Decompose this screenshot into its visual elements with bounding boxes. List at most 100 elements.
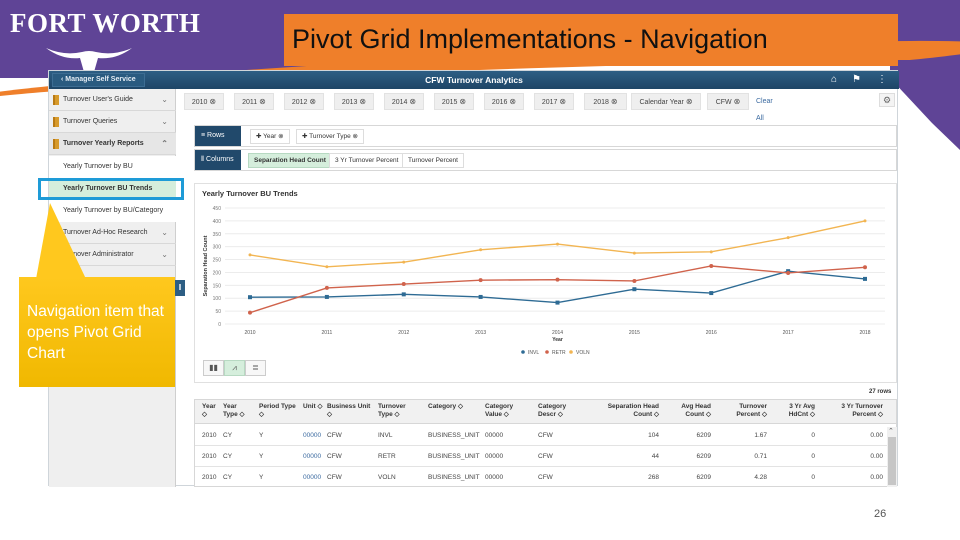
clear-all-link[interactable]: Clear All (756, 98, 773, 122)
data-point[interactable] (324, 285, 329, 290)
table-row[interactable]: 2010 CY Y 00000 CFW INVL BUSINESS_UNIT 00000 CFW… (195, 425, 896, 446)
remove-icon[interactable]: ⊗ (559, 97, 567, 106)
home-icon[interactable]: ⌂ (831, 74, 838, 85)
remove-icon[interactable]: ⊗ (409, 97, 417, 106)
more-icon[interactable]: ⋮ (877, 74, 887, 85)
data-point[interactable] (478, 278, 483, 283)
remove-icon[interactable]: ⊗ (509, 97, 517, 106)
remove-icon[interactable]: ⊗ (685, 97, 693, 106)
remove-icon[interactable]: ⊗ (209, 97, 217, 106)
data-point[interactable] (248, 295, 252, 300)
data-point[interactable] (786, 236, 790, 240)
data-point[interactable] (709, 291, 714, 296)
table-cell: 6209 (696, 453, 711, 460)
settings-gear-icon[interactable]: ⚙ (879, 93, 895, 107)
sidebar-item-users-guide[interactable]: Turnover User's Guide ⌄ (49, 89, 176, 111)
data-point[interactable] (325, 265, 329, 269)
column-header[interactable]: Category Descr ◇ (538, 403, 567, 418)
column-header[interactable]: Separation Head Count ◇ (607, 403, 659, 418)
table-row[interactable]: 2010 CY Y 00000 CFW VOLN BUSINESS_UNIT 00000 CFW… (195, 467, 896, 486)
remove-icon[interactable]: ⊗ (352, 133, 358, 140)
column-header[interactable]: Year ◇ (202, 403, 216, 418)
column-header[interactable]: Category Value ◇ (485, 403, 514, 418)
scroll-up-icon[interactable]: ⌃ (888, 428, 894, 435)
remove-icon[interactable]: ⊗ (309, 97, 317, 106)
data-point[interactable] (709, 250, 713, 254)
column-chip-turnover-percent[interactable]: Turnover Percent (402, 153, 464, 168)
remove-icon[interactable]: ⊗ (278, 133, 284, 140)
unit-link[interactable]: 00000 (303, 432, 322, 439)
filter-chip-2012[interactable]: 2012 ⊗ (284, 93, 324, 110)
data-point[interactable] (863, 265, 867, 270)
grid-header: Year ◇ Year Type ◇ Period Type ◇ Unit ◇ Busi… (195, 400, 896, 424)
data-point[interactable] (632, 251, 636, 255)
data-point[interactable] (555, 300, 560, 305)
data-point[interactable] (863, 276, 867, 281)
filter-chip-calendar-year[interactable]: Calendar Year ⊗ (631, 93, 701, 110)
data-point[interactable] (556, 242, 559, 246)
data-point[interactable] (479, 248, 483, 252)
filter-chip-2014[interactable]: 2014 ⊗ (384, 93, 424, 110)
horizontal-bar-icon[interactable]: ≣ (245, 360, 266, 376)
filter-chip-2018[interactable]: 2018 ⊗ (584, 93, 627, 110)
data-point[interactable] (709, 264, 714, 268)
column-header[interactable]: 3 Yr Turnover Percent ◇ (841, 403, 883, 418)
data-point[interactable] (478, 294, 483, 299)
data-point[interactable] (632, 287, 637, 292)
data-point[interactable] (248, 310, 252, 315)
collapse-sidebar-handle[interactable]: ‖ (175, 280, 185, 296)
remove-icon[interactable]: ⊗ (359, 97, 367, 106)
rows-chip-turnover-type[interactable]: ✚ Turnover Type ⊗ (296, 129, 364, 144)
data-point[interactable] (401, 282, 406, 287)
column-header[interactable]: Avg Head Count ◇ (681, 403, 711, 418)
back-button[interactable]: ‹ Manager Self Service (52, 73, 145, 87)
data-point[interactable] (401, 292, 406, 297)
sidebar-subitem-bu-trends[interactable]: Yearly Turnover BU Trends (49, 178, 176, 200)
filter-chip-cfw[interactable]: CFW ⊗ (707, 93, 749, 110)
sidebar-item-yearly-reports[interactable]: Turnover Yearly Reports ⌃ (49, 133, 176, 155)
sidebar-subitem-turnover-by-bu[interactable]: Yearly Turnover by BU (49, 156, 176, 178)
data-point[interactable] (863, 219, 867, 223)
unit-link[interactable]: 00000 (303, 474, 322, 481)
sidebar-item-label: Turnover Queries (63, 118, 118, 125)
column-header[interactable]: Year Type ◇ (223, 403, 245, 418)
filter-chip-2016[interactable]: 2016 ⊗ (484, 93, 524, 110)
legend-marker (521, 350, 525, 354)
data-point[interactable] (555, 277, 560, 282)
table-row[interactable]: 2010 CY Y 00000 CFW RETR BUSINESS_UNIT 00000 CFW… (195, 446, 896, 467)
data-point[interactable] (632, 278, 637, 283)
column-header[interactable]: Unit ◇ (303, 403, 323, 410)
flag-icon[interactable]: ⚑ (852, 74, 861, 85)
filter-chip-2013[interactable]: 2013 ⊗ (334, 93, 374, 110)
filter-chip-2015[interactable]: 2015 ⊗ (434, 93, 474, 110)
remove-icon[interactable]: ⊗ (259, 97, 266, 106)
data-point[interactable] (324, 294, 329, 299)
data-point[interactable] (402, 260, 406, 264)
rows-chip-year[interactable]: ✚ Year ⊗ (250, 129, 290, 144)
legend-label[interactable]: VOLN (576, 350, 590, 356)
filter-chip-2010[interactable]: 2010 ⊗ (184, 93, 224, 110)
sidebar-item-queries[interactable]: Turnover Queries ⌄ (49, 111, 176, 133)
column-header[interactable]: Turnover Type ◇ (378, 403, 406, 418)
remove-icon[interactable]: ⊗ (610, 97, 618, 106)
filter-chip-2011[interactable]: 2011 ⊗ (234, 93, 274, 110)
data-point[interactable] (786, 270, 791, 275)
scroll-thumb[interactable] (888, 437, 896, 485)
remove-icon[interactable]: ⊗ (733, 97, 741, 106)
data-point[interactable] (248, 253, 252, 257)
bar-chart-icon[interactable]: ▮▮ (203, 360, 224, 376)
column-header[interactable]: Category ◇ (428, 403, 463, 410)
legend-label[interactable]: INVL (528, 350, 539, 356)
column-header[interactable]: Period Type ◇ (259, 403, 296, 418)
remove-icon[interactable]: ⊗ (459, 97, 467, 106)
unit-link[interactable]: 00000 (303, 453, 322, 460)
legend-label[interactable]: RETR (552, 350, 566, 356)
filter-chip-2017[interactable]: 2017 ⊗ (534, 93, 574, 110)
column-chip-separation-head-count[interactable]: Separation Head Count (248, 153, 332, 168)
line-chart-icon[interactable]: ⩘ (224, 360, 245, 376)
grid-scrollbar[interactable]: ⌃ (887, 427, 897, 487)
column-header[interactable]: 3 Yr Avg HdCnt ◇ (788, 403, 815, 418)
column-header[interactable]: Business Unit ◇ (327, 403, 371, 418)
column-chip-3yr-turnover-percent[interactable]: 3 Yr Turnover Percent (329, 153, 405, 168)
column-header[interactable]: Turnover Percent ◇ (736, 403, 767, 418)
